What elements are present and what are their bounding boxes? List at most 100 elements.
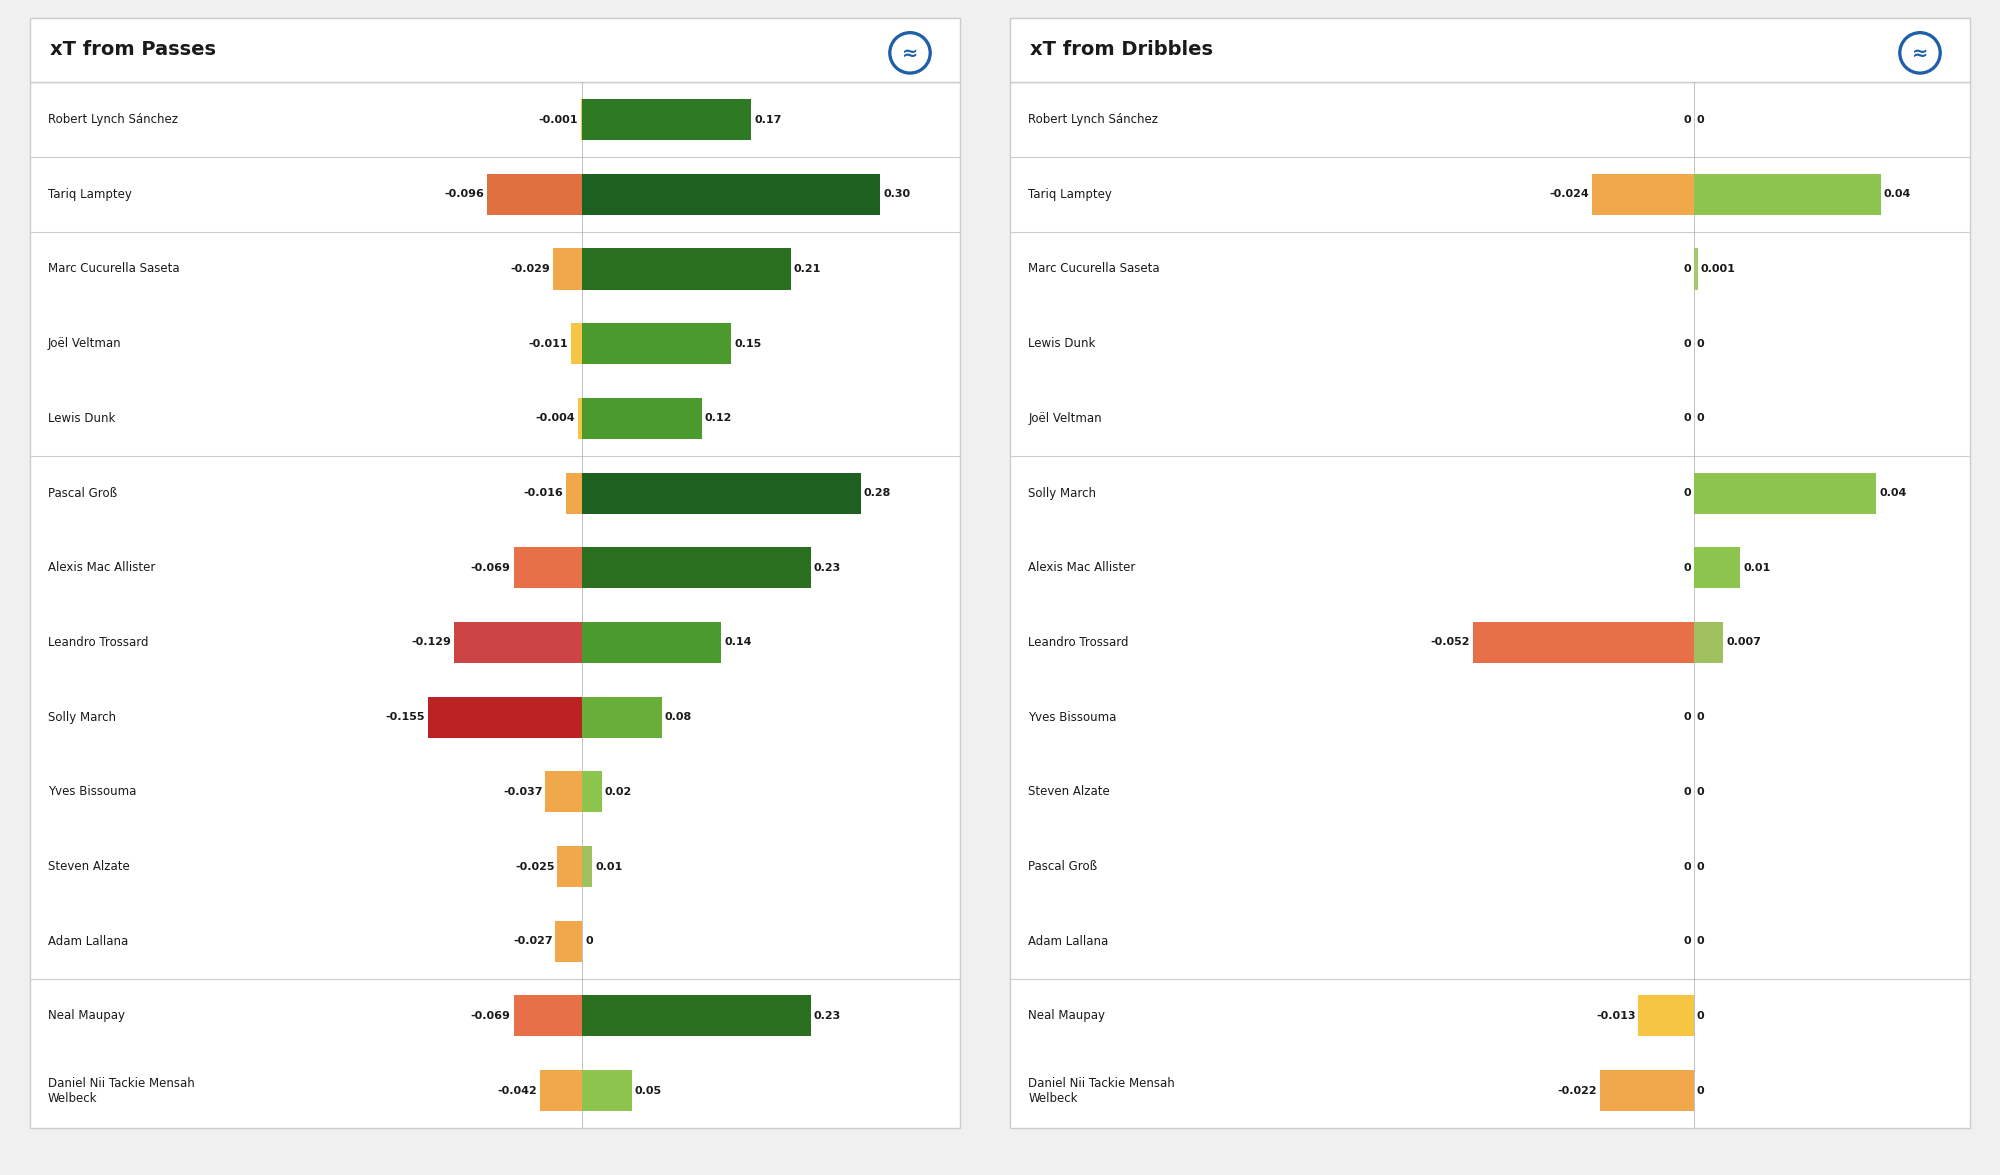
Bar bbox=[582, 1070, 632, 1112]
Text: 0.23: 0.23 bbox=[814, 1010, 842, 1021]
Text: Tariq Lamptey: Tariq Lamptey bbox=[1028, 188, 1112, 201]
Text: -0.029: -0.029 bbox=[510, 264, 550, 274]
Text: ≈: ≈ bbox=[1912, 43, 1928, 62]
Text: Tariq Lamptey: Tariq Lamptey bbox=[48, 188, 132, 201]
Text: 0: 0 bbox=[1696, 861, 1704, 872]
Text: 0: 0 bbox=[1684, 861, 1690, 872]
Text: Steven Alzate: Steven Alzate bbox=[1028, 785, 1110, 798]
Text: -0.096: -0.096 bbox=[444, 189, 484, 200]
Bar bbox=[1472, 622, 1694, 663]
Bar bbox=[540, 1070, 582, 1112]
Circle shape bbox=[1898, 32, 1942, 74]
Bar bbox=[554, 248, 582, 289]
Text: 0.01: 0.01 bbox=[596, 861, 622, 872]
Text: 0.04: 0.04 bbox=[1880, 488, 1906, 498]
Bar bbox=[1694, 174, 1880, 215]
Text: 0.01: 0.01 bbox=[1744, 563, 1770, 572]
Text: -0.027: -0.027 bbox=[512, 936, 552, 946]
Bar bbox=[1694, 622, 1724, 663]
Text: 0: 0 bbox=[1684, 787, 1690, 797]
Circle shape bbox=[888, 32, 932, 74]
Text: Neal Maupay: Neal Maupay bbox=[48, 1009, 124, 1022]
Bar bbox=[566, 472, 582, 513]
Bar bbox=[1694, 248, 1698, 289]
Text: -0.155: -0.155 bbox=[386, 712, 426, 723]
Text: ≈: ≈ bbox=[902, 43, 918, 62]
Bar bbox=[582, 398, 702, 439]
Bar bbox=[514, 548, 582, 589]
Text: 0.14: 0.14 bbox=[724, 638, 752, 647]
Text: Lewis Dunk: Lewis Dunk bbox=[48, 412, 116, 425]
Text: 0.02: 0.02 bbox=[604, 787, 632, 797]
Text: 0: 0 bbox=[1684, 488, 1690, 498]
Bar bbox=[428, 697, 582, 738]
Bar bbox=[1694, 548, 1740, 589]
Text: 0.007: 0.007 bbox=[1726, 638, 1762, 647]
Text: -0.022: -0.022 bbox=[1558, 1086, 1598, 1095]
Bar bbox=[556, 921, 582, 962]
Text: 0: 0 bbox=[1684, 563, 1690, 572]
Text: -0.013: -0.013 bbox=[1596, 1010, 1636, 1021]
Text: Leandro Trossard: Leandro Trossard bbox=[48, 636, 148, 649]
Text: Robert Lynch Sánchez: Robert Lynch Sánchez bbox=[1028, 113, 1158, 126]
Text: 0: 0 bbox=[1684, 338, 1690, 349]
Text: 0.001: 0.001 bbox=[1700, 264, 1736, 274]
Bar bbox=[582, 548, 810, 589]
Text: -0.025: -0.025 bbox=[514, 861, 554, 872]
Text: 0.08: 0.08 bbox=[664, 712, 692, 723]
Bar bbox=[1592, 174, 1694, 215]
Text: Marc Cucurella Saseta: Marc Cucurella Saseta bbox=[1028, 262, 1160, 275]
Text: 0.12: 0.12 bbox=[704, 414, 732, 423]
Bar bbox=[582, 995, 810, 1036]
Text: Lewis Dunk: Lewis Dunk bbox=[1028, 337, 1096, 350]
Text: Adam Lallana: Adam Lallana bbox=[1028, 935, 1108, 948]
Text: Yves Bissouma: Yves Bissouma bbox=[1028, 711, 1116, 724]
Text: 0: 0 bbox=[1696, 1010, 1704, 1021]
Text: 0: 0 bbox=[1696, 712, 1704, 723]
Bar bbox=[582, 846, 592, 887]
Text: Pascal Groß: Pascal Groß bbox=[48, 486, 116, 499]
Text: Marc Cucurella Saseta: Marc Cucurella Saseta bbox=[48, 262, 180, 275]
Text: Neal Maupay: Neal Maupay bbox=[1028, 1009, 1106, 1022]
Text: -0.011: -0.011 bbox=[528, 338, 568, 349]
Bar bbox=[578, 398, 582, 439]
Text: Steven Alzate: Steven Alzate bbox=[48, 860, 130, 873]
Bar bbox=[1694, 472, 1876, 513]
Text: Solly March: Solly March bbox=[48, 711, 116, 724]
Text: 0: 0 bbox=[1696, 787, 1704, 797]
Text: 0.23: 0.23 bbox=[814, 563, 842, 572]
Text: 0: 0 bbox=[1684, 115, 1690, 125]
Text: Leandro Trossard: Leandro Trossard bbox=[1028, 636, 1128, 649]
Bar bbox=[582, 323, 732, 364]
Bar bbox=[558, 846, 582, 887]
Text: 0.15: 0.15 bbox=[734, 338, 762, 349]
Text: 0: 0 bbox=[1696, 936, 1704, 946]
Text: Joël Veltman: Joël Veltman bbox=[48, 337, 122, 350]
Text: Yves Bissouma: Yves Bissouma bbox=[48, 785, 136, 798]
Text: -0.052: -0.052 bbox=[1430, 638, 1470, 647]
Bar bbox=[582, 622, 722, 663]
Bar bbox=[572, 323, 582, 364]
Text: -0.016: -0.016 bbox=[524, 488, 564, 498]
Circle shape bbox=[892, 35, 928, 70]
Text: 0.17: 0.17 bbox=[754, 115, 782, 125]
Text: 0: 0 bbox=[1696, 338, 1704, 349]
Text: 0.05: 0.05 bbox=[634, 1086, 662, 1095]
Text: 0: 0 bbox=[1684, 414, 1690, 423]
Text: -0.004: -0.004 bbox=[536, 414, 576, 423]
Bar bbox=[486, 174, 582, 215]
Text: Adam Lallana: Adam Lallana bbox=[48, 935, 128, 948]
Text: -0.037: -0.037 bbox=[504, 787, 542, 797]
Text: xT from Dribbles: xT from Dribbles bbox=[1030, 40, 1212, 60]
Text: -0.069: -0.069 bbox=[470, 1010, 510, 1021]
Bar bbox=[514, 995, 582, 1036]
Text: 0: 0 bbox=[1684, 264, 1690, 274]
Text: Daniel Nii Tackie Mensah
Welbeck: Daniel Nii Tackie Mensah Welbeck bbox=[1028, 1076, 1174, 1104]
Text: 0: 0 bbox=[1696, 1086, 1704, 1095]
Text: Joël Veltman: Joël Veltman bbox=[1028, 412, 1102, 425]
Text: -0.129: -0.129 bbox=[412, 638, 452, 647]
Text: Alexis Mac Allister: Alexis Mac Allister bbox=[1028, 562, 1136, 575]
Text: 0.21: 0.21 bbox=[794, 264, 822, 274]
Text: xT from Passes: xT from Passes bbox=[50, 40, 216, 60]
Text: 0: 0 bbox=[1696, 115, 1704, 125]
